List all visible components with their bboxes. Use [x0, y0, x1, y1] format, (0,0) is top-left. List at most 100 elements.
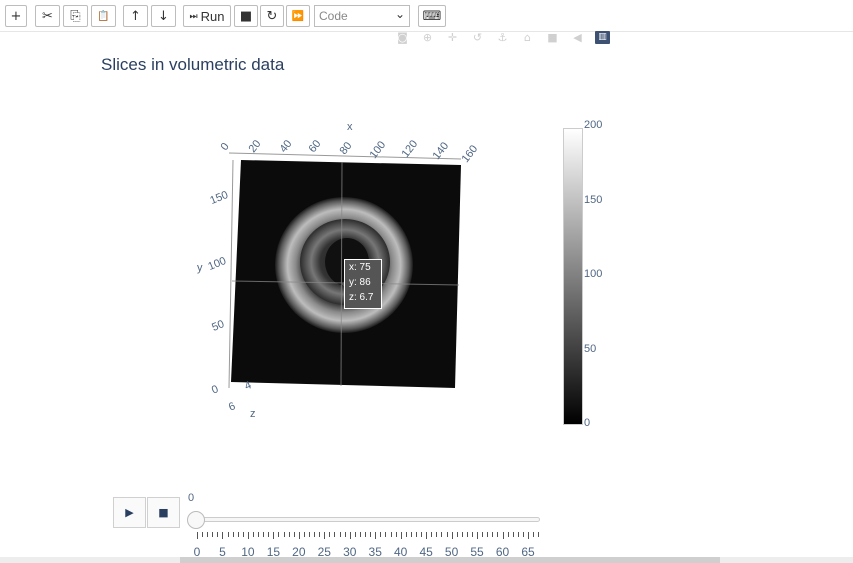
- slider-minor-tick: [227, 532, 229, 537]
- axis-edge-x: [228, 152, 462, 160]
- slider-minor-tick: [253, 532, 254, 537]
- hover-y: y: 86: [349, 277, 371, 288]
- plot-title: Slices in volumetric data: [101, 55, 285, 74]
- slider-minor-tick: [309, 532, 311, 537]
- slider-minor-tick: [329, 532, 331, 537]
- slider-minor-tick: [197, 532, 198, 539]
- plus-icon: +: [10, 8, 22, 24]
- slider-minor-tick: [380, 532, 382, 537]
- colorbar-tick: 100: [584, 268, 603, 280]
- slider-minor-tick: [507, 532, 509, 537]
- slider-minor-tick: [528, 532, 529, 539]
- paste-icon: 📋: [97, 10, 110, 22]
- slider-tick-label: 10: [241, 545, 255, 559]
- stop-button[interactable]: ■: [147, 497, 180, 528]
- copy-icon: ⎘: [70, 8, 81, 24]
- slider-minor-tick: [288, 532, 290, 537]
- slider-minor-tick: [517, 532, 519, 537]
- slider-minor-tick: [431, 532, 433, 537]
- home-icon[interactable]: ⌂: [524, 30, 531, 44]
- slider-minor-tick: [359, 532, 361, 537]
- slider-minor-tick: [217, 532, 219, 537]
- move-down-button[interactable]: ↓: [151, 5, 176, 27]
- z-axis-label: z: [250, 408, 256, 420]
- insert-cell-button[interactable]: +: [5, 5, 27, 27]
- pan-icon[interactable]: ✛: [447, 30, 458, 44]
- plot-modebar: ◙ ⊕ ✛ ↺ ⚓ ⌂ ■ ◀ ▥: [395, 29, 620, 45]
- hover-z: z: 6.7: [349, 292, 374, 303]
- slider-minor-tick: [441, 532, 443, 537]
- slider-tick-label: 65: [521, 545, 535, 559]
- slider-tick-label: 20: [292, 545, 306, 559]
- slider-minor-tick: [339, 532, 341, 537]
- command-palette-button[interactable]: ⌨: [418, 5, 446, 27]
- slider-minor-tick: [492, 532, 494, 537]
- slider-tick-label: 45: [419, 545, 433, 559]
- camera-view-icon[interactable]: ■: [547, 30, 558, 44]
- notebook-toolbar: + ✂ ⎘ 📋 ↑ ↓ ⏭ Run ■ ↻ ⏩ Code ⌄ ⌨: [0, 0, 853, 32]
- copy-button[interactable]: ⎘: [63, 5, 88, 27]
- colorbar-tick: 50: [584, 343, 597, 355]
- slider-minor-tick: [370, 532, 372, 537]
- slider-minor-tick: [482, 532, 484, 537]
- slider-minor-tick: [487, 532, 489, 537]
- move-up-button[interactable]: ↑: [123, 5, 148, 27]
- slider-minor-tick: [390, 532, 392, 537]
- slider-tick-label: 15: [266, 545, 281, 559]
- slider-minor-tick: [278, 532, 280, 537]
- slider-minor-tick: [283, 532, 285, 537]
- axis-edge-y: [228, 159, 234, 389]
- slider-tick-label: 0: [193, 545, 201, 559]
- play-button[interactable]: ▶: [113, 497, 146, 528]
- crosshair-vertical: [340, 161, 343, 387]
- slider-minor-tick: [436, 532, 438, 537]
- restart-run-all-button[interactable]: ⏩: [286, 5, 310, 27]
- slider-minor-tick: [247, 532, 249, 539]
- slider-minor-tick: [385, 532, 387, 537]
- cell-type-value: Code: [319, 9, 348, 23]
- zoom-icon[interactable]: ⊕: [422, 30, 433, 44]
- slider-minor-tick: [522, 532, 524, 537]
- slider-minor-tick: [298, 532, 300, 539]
- slider-minor-tick: [375, 532, 377, 539]
- stop-icon: ■: [239, 8, 253, 24]
- orbit-icon[interactable]: ↺: [472, 30, 483, 44]
- slider-handle[interactable]: [187, 511, 205, 529]
- restart-button[interactable]: ↻: [260, 5, 284, 27]
- slider-tick-label: 5: [219, 545, 226, 559]
- slider-tick-label: 30: [343, 545, 357, 559]
- paste-button[interactable]: 📋: [91, 5, 116, 27]
- turntable-icon[interactable]: ⚓: [497, 30, 508, 44]
- slider-minor-tick: [273, 532, 275, 539]
- plotly-logo-icon[interactable]: ▥: [595, 30, 610, 44]
- slider-minor-tick: [405, 532, 407, 537]
- slider-minor-tick: [456, 532, 458, 537]
- slider-minor-tick: [477, 532, 479, 539]
- slider-minor-tick: [293, 532, 295, 537]
- slider-minor-tick: [237, 532, 239, 537]
- scrollbar-thumb[interactable]: [180, 557, 720, 563]
- y-axis-label: y: [197, 262, 203, 274]
- slider-minor-tick: [502, 532, 504, 539]
- colorbar-tick: 150: [584, 194, 603, 206]
- slider-minor-tick: [415, 532, 417, 537]
- slider-minor-tick: [538, 532, 540, 537]
- cut-button[interactable]: ✂: [35, 5, 60, 27]
- slider-minor-tick: [242, 532, 244, 537]
- arrow-up-icon: ↑: [130, 8, 141, 24]
- x-axis-label: x: [347, 121, 353, 133]
- slider-tick-label: 25: [317, 545, 331, 559]
- hover-toggle-icon[interactable]: ◀: [573, 30, 582, 44]
- slider-minor-tick: [314, 532, 316, 537]
- slider-minor-tick: [344, 532, 346, 537]
- fast-forward-icon: ⏩: [291, 10, 305, 22]
- run-button[interactable]: ⏭ Run: [183, 5, 231, 27]
- slider-rail[interactable]: [194, 517, 540, 522]
- interrupt-button[interactable]: ■: [234, 5, 258, 27]
- slider-minor-tick: [354, 532, 356, 537]
- slider-minor-tick: [268, 532, 270, 537]
- keyboard-icon: ⌨: [422, 8, 442, 24]
- cell-type-select[interactable]: Code ⌄: [314, 5, 410, 27]
- camera-icon[interactable]: ◙: [397, 30, 408, 44]
